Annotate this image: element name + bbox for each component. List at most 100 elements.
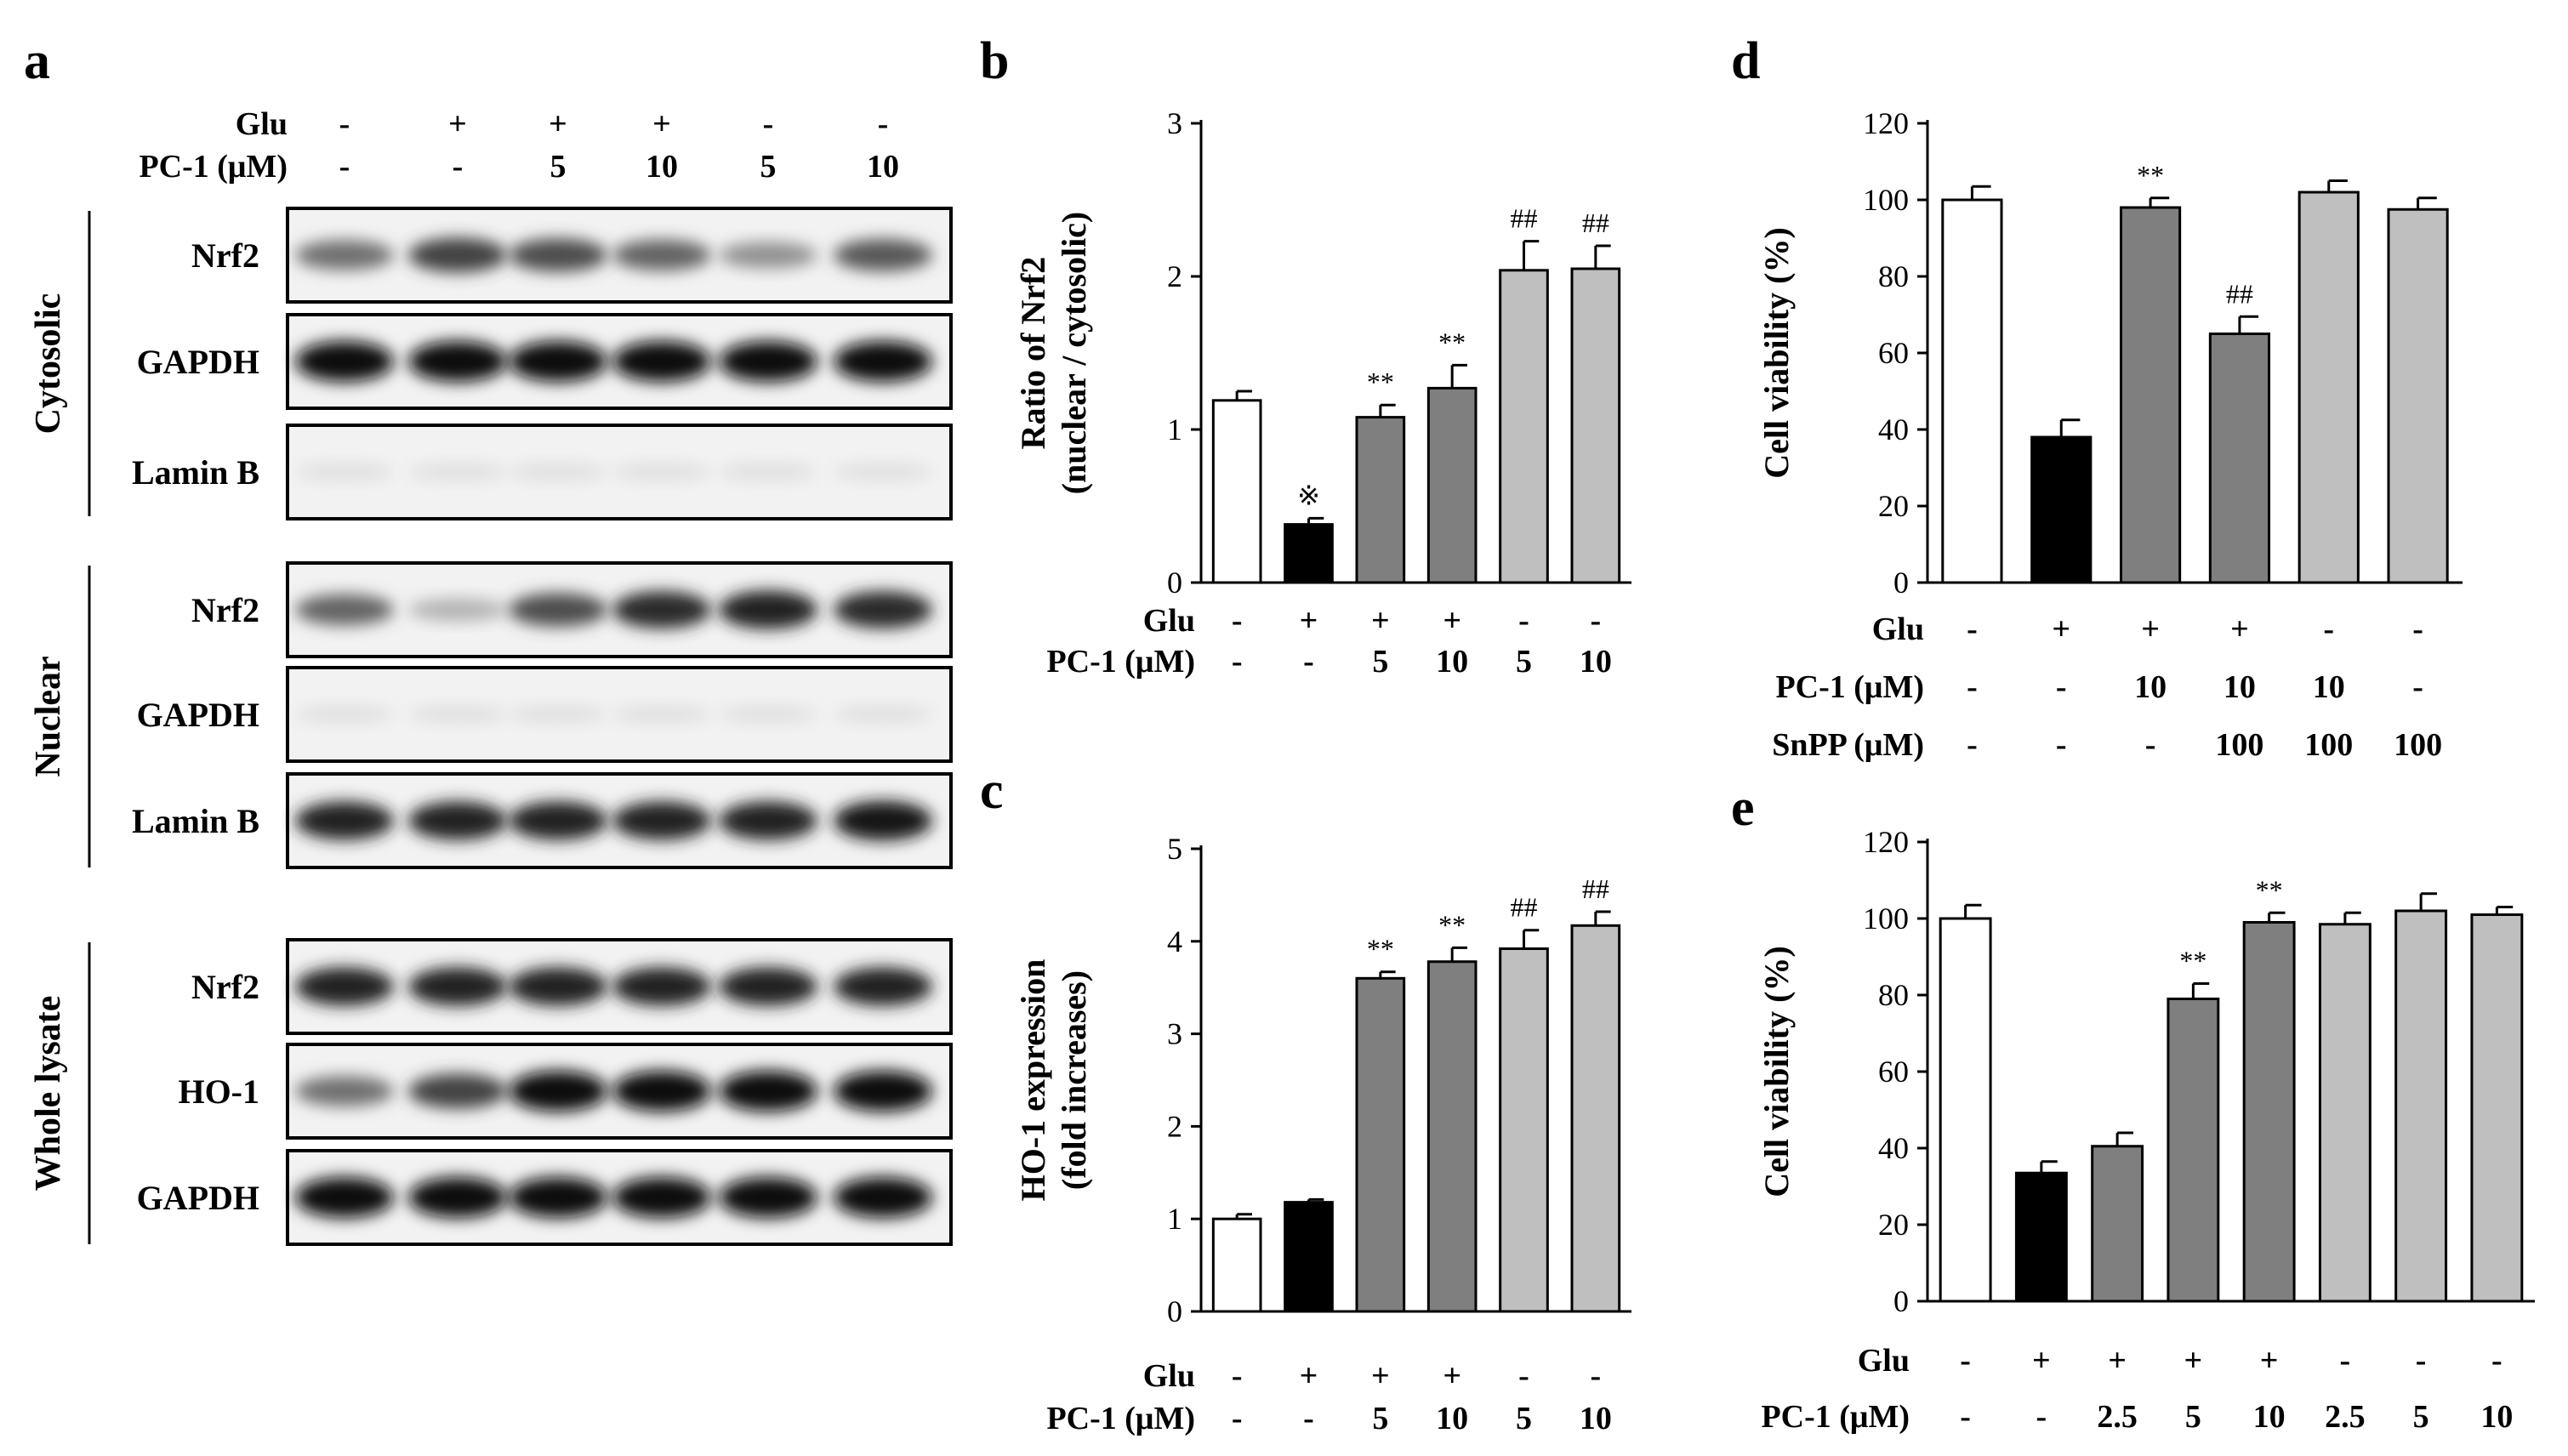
condition-value: - xyxy=(1967,669,1978,705)
y-tick-label: 20 xyxy=(1878,1208,1909,1242)
condition-value: 5 xyxy=(550,149,567,185)
y-tick-label: 1 xyxy=(1167,412,1182,446)
condition-value: - xyxy=(339,106,350,142)
significance-mark: ** xyxy=(1367,367,1394,397)
blot-band xyxy=(612,591,711,628)
y-tick-label: 0 xyxy=(1167,1294,1182,1328)
condition-value: + xyxy=(2141,611,2160,647)
blot-band xyxy=(295,240,394,270)
significance-mark: ## xyxy=(2226,278,2253,309)
band-label: HO-1 xyxy=(178,1072,259,1111)
bar xyxy=(2208,333,2271,584)
blot-band xyxy=(295,705,394,724)
condition-value: + xyxy=(2260,1343,2279,1379)
condition-value: + xyxy=(1371,1358,1390,1394)
condition-value: - xyxy=(1232,644,1243,680)
y-tick-label: 0 xyxy=(1167,566,1182,600)
bar xyxy=(1426,960,1478,1313)
condition-value: - xyxy=(2416,1343,2427,1379)
blot-strip xyxy=(286,424,953,520)
condition-value: + xyxy=(448,106,467,142)
condition-value: - xyxy=(1960,1399,1971,1435)
condition-value: - xyxy=(1232,1358,1243,1394)
blot-band xyxy=(408,341,507,382)
blot-band xyxy=(295,594,394,626)
blot-strip xyxy=(286,561,953,658)
condition-value: - xyxy=(1591,1358,1602,1394)
blot-band xyxy=(408,801,507,840)
significance-mark: ** xyxy=(2179,946,2206,976)
y-tick-label: 80 xyxy=(1878,978,1909,1012)
significance-mark: ※ xyxy=(1297,480,1320,510)
blot-band xyxy=(719,463,817,481)
blot-band xyxy=(719,242,817,269)
bar xyxy=(2318,923,2372,1303)
y-tick-label: 40 xyxy=(1878,412,1909,446)
bar xyxy=(1570,267,1621,584)
significance-mark: ** xyxy=(2256,874,2283,905)
blot-band xyxy=(834,238,932,272)
condition-value: - xyxy=(2056,727,2067,763)
y-axis-title: Cell viability (%) xyxy=(1757,227,1796,479)
condition-value: - xyxy=(1518,1358,1529,1394)
blot-strip xyxy=(286,938,953,1035)
blot-band xyxy=(612,1071,711,1112)
y-axis-title-line2: (fold increases) xyxy=(1055,970,1093,1190)
condition-value: 100 xyxy=(2394,727,2442,763)
significance-mark: ## xyxy=(1511,203,1538,234)
condition-value: + xyxy=(1443,1358,1461,1394)
condition-label: Glu xyxy=(236,106,288,142)
y-tick-label: 0 xyxy=(1893,566,1909,600)
bar xyxy=(1939,917,1992,1303)
y-tick-label: 40 xyxy=(1878,1131,1909,1165)
condition-value: 10 xyxy=(1436,1401,1468,1436)
y-tick-label: 100 xyxy=(1863,183,1909,217)
bar xyxy=(1499,947,1549,1313)
condition-value: - xyxy=(1967,611,1978,647)
blot-band xyxy=(408,237,507,273)
condition-value: + xyxy=(1300,1358,1318,1394)
y-axis-title: Cell viability (%) xyxy=(1757,946,1796,1197)
blot-band xyxy=(834,591,932,628)
bar xyxy=(2167,998,2220,1303)
significance-mark: ** xyxy=(1438,909,1466,940)
panel-e-chart: e 0 20 40 60 80 100 120 Cell viability (%) ** ** Gl… xyxy=(1731,779,2535,1435)
panel-a-western-blot: a Glu - + + + - - PC-1 (μM) - - 5 10 5 10 Cytosolic Nrf2… xyxy=(24,32,953,1246)
condition-value: - xyxy=(2145,727,2156,763)
bar xyxy=(1355,416,1406,584)
y-tick-label: 120 xyxy=(1863,106,1909,140)
condition-value: - xyxy=(1591,603,1602,639)
condition-value: - xyxy=(2491,1343,2503,1379)
condition-value: - xyxy=(1960,1343,1971,1379)
blot-band xyxy=(612,463,711,481)
blot-band xyxy=(295,1076,394,1106)
blot-band xyxy=(408,463,507,481)
condition-value: 10 xyxy=(1436,644,1468,680)
blot-band xyxy=(612,705,711,724)
significance-mark: ** xyxy=(1367,934,1394,964)
blot-band xyxy=(834,705,932,724)
y-tick-label: 100 xyxy=(1863,901,1909,936)
condition-value: 5 xyxy=(1516,1401,1532,1436)
blot-band xyxy=(408,967,507,1006)
blot-strip xyxy=(286,1149,953,1246)
blot-band xyxy=(295,341,394,382)
blot-strip xyxy=(286,313,953,410)
y-axis-title: HO-1 expression xyxy=(1014,959,1052,1202)
condition-value: - xyxy=(1232,1401,1243,1436)
condition-value: 10 xyxy=(2253,1399,2286,1435)
condition-value: + xyxy=(2230,611,2249,647)
blot-band xyxy=(612,341,711,382)
band-label: Nrf2 xyxy=(191,968,259,1006)
condition-value: - xyxy=(2323,611,2334,647)
blot-band xyxy=(295,801,394,840)
condition-value: - xyxy=(878,106,889,142)
blot-band xyxy=(509,1071,607,1112)
band-label: GAPDH xyxy=(137,1179,259,1217)
significance-mark: ** xyxy=(2137,160,2164,191)
band-label: Nrf2 xyxy=(191,591,259,629)
condition-value: 10 xyxy=(2134,669,2167,705)
blot-band xyxy=(509,1177,607,1218)
condition-value: - xyxy=(339,149,350,185)
